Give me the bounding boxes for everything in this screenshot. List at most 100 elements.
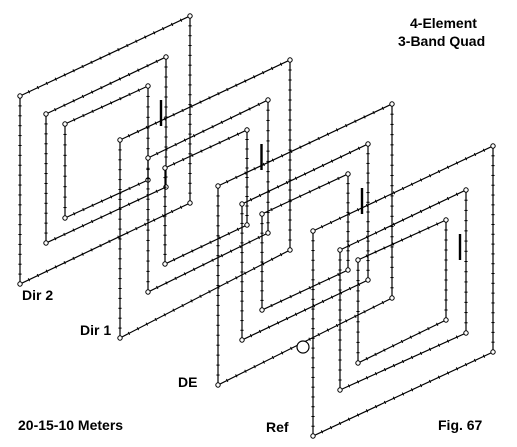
loop-dir2-20m-segment-tick [99, 243, 102, 248]
loop-de-20m-segment-tick [244, 171, 247, 175]
loop-de-20m-segment-tick [235, 175, 238, 180]
loop-dir2-10m-segment-tick [82, 207, 85, 212]
loop-ref-10m-segment-tick [409, 335, 412, 339]
loop-dir1-10m-segment-tick [172, 258, 176, 262]
loop-ref-10m-segment-tick [400, 339, 404, 344]
loop-dir1-10m-segment-tick [236, 227, 240, 231]
loop-dir1-15m-segment-tick [220, 120, 223, 124]
loop-ref-20m-segment-tick [446, 165, 450, 169]
element-de [215, 101, 395, 388]
loop-dir2-10m-corner-node [145, 83, 151, 89]
loop-dir1-10m-segment-tick [191, 249, 194, 253]
loop-de-20m-segment-tick [308, 337, 311, 341]
loop-dir1-20m-segment-tick [136, 129, 140, 134]
loop-de-15m-segment-tick [330, 295, 334, 299]
loop-dir1-20m-segment-tick [217, 92, 220, 96]
loop-de-20m-segment-tick [271, 355, 275, 360]
loop-dir1-20m-segment-tick [226, 280, 229, 285]
loop-dir2-15m-segment-tick [81, 94, 85, 99]
loop-ref-10m-segment-tick [374, 250, 377, 254]
loop-dir2-20m [17, 13, 193, 287]
loop-ref-15m [337, 187, 469, 393]
loop-dir2-15m-segment-tick [54, 107, 57, 112]
loop-dir1-15m-segment-tick [257, 102, 260, 107]
loop-ref-10m-segment-tick [427, 326, 430, 331]
loop-dir2-20m-segment-tick [153, 31, 156, 35]
loop-de-15m-segment-tick [321, 163, 325, 168]
loop-de-20m-segment-tick [225, 378, 229, 383]
loop-de-20m-segment-tick [381, 300, 385, 305]
loop-dir1-20m-segment-tick [208, 290, 211, 294]
loop-dir2-15m-segment-tick [72, 99, 75, 103]
loop-ref-15m-segment-tick [365, 235, 369, 239]
loop-dir1-20m-segment-tick [172, 113, 175, 117]
loop-dir1-10m-segment-tick [218, 141, 221, 145]
loop-dir1-20m-segment-tick [235, 83, 238, 87]
loop-dir1-20m-segment-tick [270, 257, 274, 261]
loop-ref-20m-segment-tick [338, 216, 342, 220]
loop-de-20m-segment-tick [244, 369, 247, 373]
loop-dir1-20m-segment-tick [145, 125, 148, 130]
loop-ref-15m-corner-node [463, 330, 469, 336]
loop-ref-20m-segment-tick [419, 383, 423, 388]
loop-dir1-20m-segment-tick [199, 294, 202, 298]
loop-ref-20m-segment-tick [401, 186, 405, 191]
loop-de-20m-segment-tick [280, 154, 284, 158]
loop-ref-20m-segment-tick [428, 174, 432, 178]
loop-dir1-20m-segment-tick [279, 252, 283, 257]
loop-dir2-20m-segment-tick [63, 261, 66, 265]
loop-dir1-15m-corner-node [265, 230, 271, 236]
loop-dir2-20m-segment-tick [27, 278, 31, 282]
loop-de-10m-segment-tick [279, 203, 283, 207]
loop-dir1-20m-segment-tick [261, 262, 265, 266]
loop-de-20m-corner-node [389, 101, 395, 107]
loop-ref-15m-segment-tick [401, 359, 405, 364]
loop-dir2-20m-segment-tick [162, 214, 165, 218]
loop-de-10m-wire [261, 173, 349, 311]
loop-ref-20m-segment-tick [473, 152, 477, 157]
loop-dir1-15m-segment-tick [165, 281, 168, 285]
loop-ref-10m-segment-tick [392, 344, 395, 348]
loop-de-15m-segment-tick [348, 286, 352, 291]
loop-ref-20m-segment-tick [473, 358, 477, 363]
loop-de-15m-segment-tick [258, 193, 262, 198]
loop-dir2-15m-segment-tick [81, 224, 85, 228]
loop-de-15m-corner-node [365, 141, 371, 147]
loop-ref-20m-segment-tick [329, 220, 333, 225]
loop-de-10m-corner-node [345, 267, 351, 273]
loop-dir2-10m-segment-tick [82, 113, 85, 118]
loop-dir1-10m-segment-tick [209, 145, 212, 149]
loop-de-20m-segment-tick [372, 110, 375, 115]
loop-de-10m-segment-tick [308, 286, 311, 290]
loop-de-20m-segment-tick [363, 115, 366, 119]
loop-dir2-15m-segment-tick [91, 90, 94, 94]
loop-dir1-20m-segment-tick [279, 62, 283, 66]
loop-ref-20m-segment-tick [464, 362, 468, 367]
loop-de-20m-segment-tick [363, 310, 366, 314]
loop-de-20m-segment-tick [299, 145, 302, 149]
loop-dir2-10m-segment-tick [128, 186, 131, 191]
loop-ref-20m-segment-tick [374, 199, 378, 203]
loop-ref-20m-corner-node [490, 349, 496, 355]
loop-dir1-15m-segment-tick [202, 263, 205, 267]
loop-dir1-20m-segment-tick [181, 108, 184, 113]
loop-ref-15m-segment-tick [356, 239, 360, 244]
loop-de-20m-segment-tick [226, 180, 229, 184]
loop-dir2-10m-segment-tick [109, 101, 113, 105]
loop-dir2-20m-segment-tick [99, 56, 102, 60]
loop-de-10m-segment-tick [270, 207, 273, 212]
loop-ref-10m-segment-tick [365, 254, 368, 258]
loop-de-10m-segment-tick [299, 194, 302, 198]
loop-dir2-15m-segment-tick [109, 211, 112, 215]
loop-ref-10m-corner-node [443, 217, 449, 223]
loop-dir2-15m-segment-tick [118, 77, 121, 81]
loop-dir1-20m-segment-tick [235, 276, 238, 280]
loop-de-15m-segment-tick [339, 155, 343, 159]
loop-dir1-20m-segment-tick [127, 331, 131, 336]
loop-dir2-10m [62, 83, 151, 221]
loop-de-15m-segment-tick [312, 168, 316, 172]
element-label-dir2: Dir 2 [22, 287, 53, 303]
loop-dir1-10m-corner-node [244, 222, 250, 228]
loop-dir2-15m-segment-tick [127, 72, 131, 77]
loop-dir2-15m-corner-node [43, 240, 49, 246]
